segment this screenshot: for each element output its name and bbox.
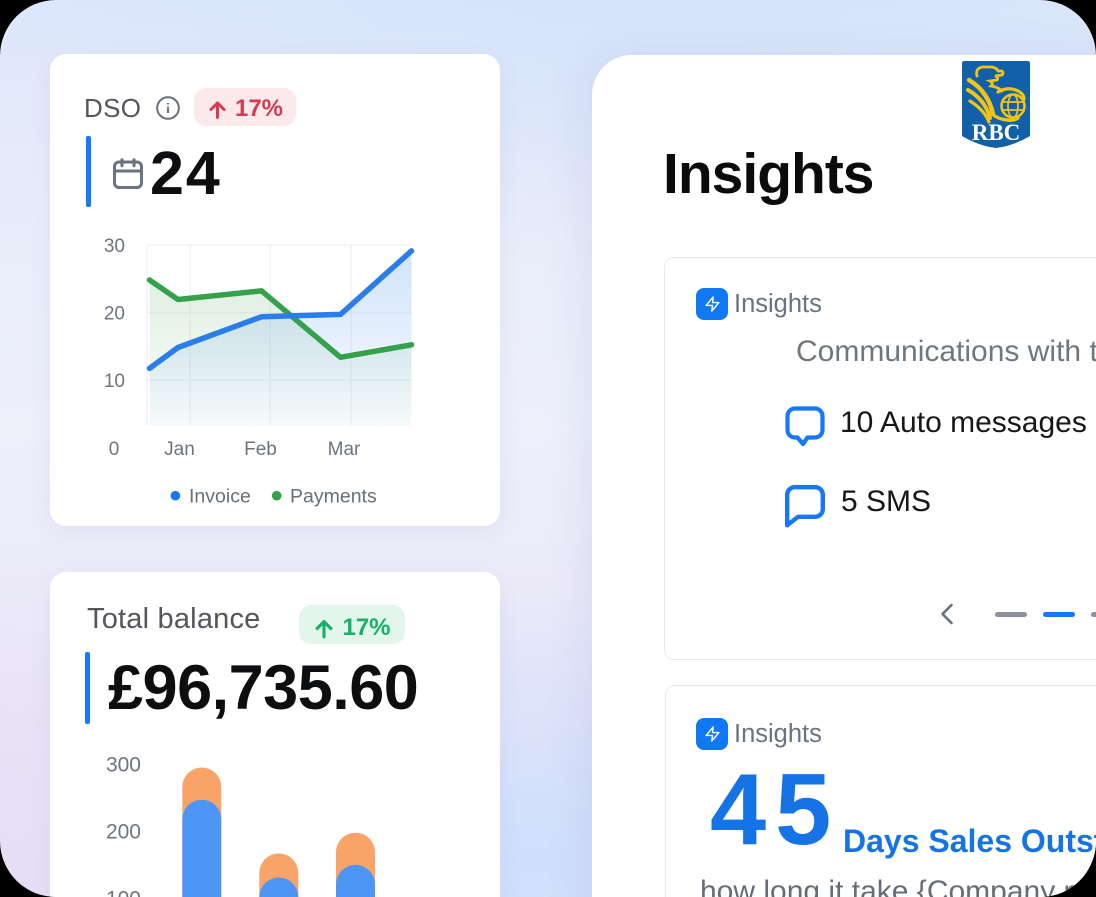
svg-text:10: 10 bbox=[104, 371, 125, 392]
svg-text:0: 0 bbox=[109, 439, 120, 460]
svg-text:Jan: Jan bbox=[164, 439, 195, 460]
svg-text:Payments: Payments bbox=[290, 486, 377, 508]
svg-text:Mar: Mar bbox=[328, 439, 361, 460]
svg-text:30: 30 bbox=[104, 236, 125, 257]
svg-text:300: 300 bbox=[106, 754, 141, 777]
svg-text:100: 100 bbox=[106, 888, 141, 897]
svg-text:Feb: Feb bbox=[244, 439, 277, 460]
svg-text:Invoice: Invoice bbox=[189, 486, 251, 508]
svg-text:200: 200 bbox=[106, 821, 141, 844]
svg-text:RBC: RBC bbox=[972, 120, 1021, 145]
svg-text:20: 20 bbox=[104, 304, 125, 325]
